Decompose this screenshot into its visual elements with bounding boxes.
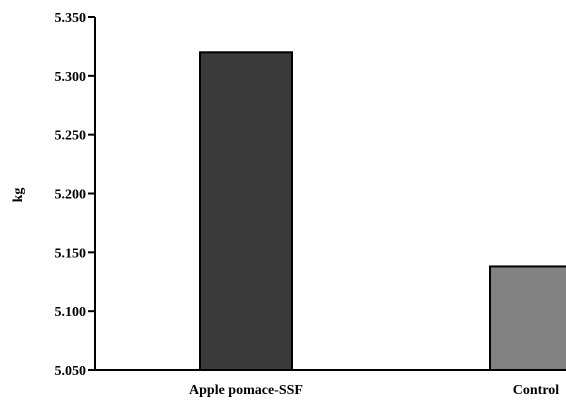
y-tick-label: 5.050	[55, 364, 87, 379]
bar-apple-pomace-ssf	[199, 51, 293, 372]
y-tick-label: 5.250	[55, 129, 87, 144]
bars	[199, 51, 566, 372]
y-axis-title: kg	[11, 188, 26, 203]
x-axis-tick-labels: Apple pomace-SSF Control	[189, 383, 559, 398]
y-tick-label: 5.100	[55, 305, 87, 320]
x-tick-label: Control	[513, 383, 560, 398]
y-tick-label: 5.150	[55, 246, 87, 261]
y-tick-label: 5.350	[55, 11, 87, 26]
bar-control	[489, 265, 566, 372]
axes: 5.050 5.100 5.150 5.200 5.250 5.300 5.350	[55, 11, 566, 379]
x-tick-label: Apple pomace-SSF	[189, 383, 303, 398]
y-axis-ticks: 5.050 5.100 5.150 5.200 5.250 5.300 5.350	[55, 11, 95, 379]
y-tick-label: 5.300	[55, 70, 87, 85]
y-tick-label: 5.200	[55, 188, 87, 203]
